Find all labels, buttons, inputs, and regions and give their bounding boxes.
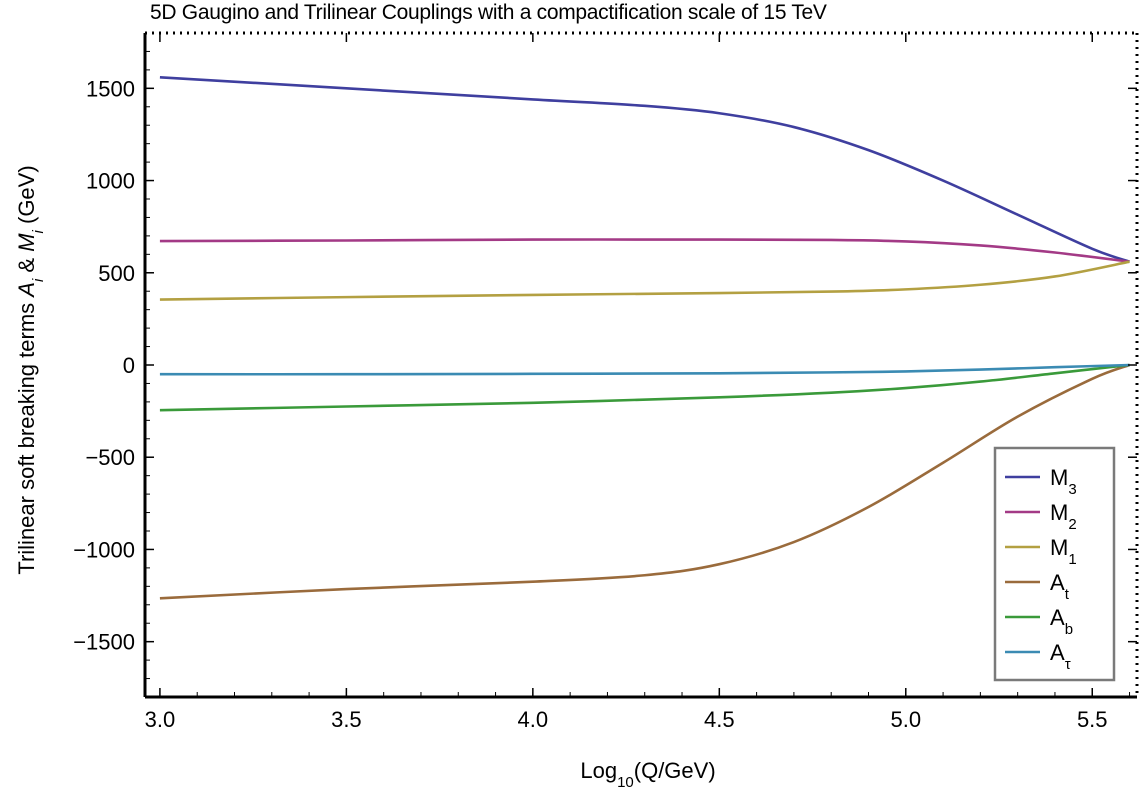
- x-tick-label: 3.0: [145, 707, 176, 732]
- chart-title: 5D Gaugino and Trilinear Couplings with …: [150, 1, 827, 24]
- legend-entry: Aτ: [1050, 640, 1071, 673]
- y-tick-label: 1500: [86, 76, 135, 101]
- y-tick-label: −1000: [73, 537, 135, 562]
- series-line-at: [159, 363, 1130, 600]
- y-tick-label: 0: [123, 353, 135, 378]
- series-line-m2: [159, 238, 1130, 264]
- series-lines: [159, 75, 1130, 600]
- y-axis-label: Trilinear soft breaking terms Ai & Mi (G…: [14, 165, 47, 574]
- series-line-m3: [159, 75, 1130, 263]
- series-line-ab: [159, 363, 1130, 412]
- y-tick-label: 500: [98, 261, 135, 286]
- y-tick-label: −500: [85, 445, 135, 470]
- legend-entry: M2: [1050, 500, 1077, 533]
- y-tick-labels: 1500 1000 500 0 −500 −1000 −1500: [73, 76, 135, 654]
- series-line-aτ: [159, 363, 1130, 376]
- x-tick-label: 5.0: [890, 707, 921, 732]
- axes: [143, 31, 1139, 699]
- x-axis-label: Log10(Q/GeV): [580, 758, 715, 791]
- legend-entry: Ab: [1050, 605, 1073, 638]
- x-tick-label: 5.5: [1077, 707, 1108, 732]
- legend-box: [993, 446, 1116, 682]
- y-tick-label: 1000: [86, 169, 135, 194]
- x-tick-label: 4.0: [518, 707, 549, 732]
- legend-entry: M1: [1050, 535, 1077, 568]
- legend-entry: M3: [1050, 465, 1077, 498]
- legend-entry: At: [1050, 570, 1070, 603]
- x-tick-label: 4.5: [704, 707, 735, 732]
- x-tick-labels: 3.0 3.5 4.0 4.5 5.0 5.5: [145, 707, 1108, 732]
- y-tick-label: −1500: [73, 630, 135, 655]
- series-line-m1: [159, 260, 1130, 301]
- x-tick-label: 3.5: [331, 707, 362, 732]
